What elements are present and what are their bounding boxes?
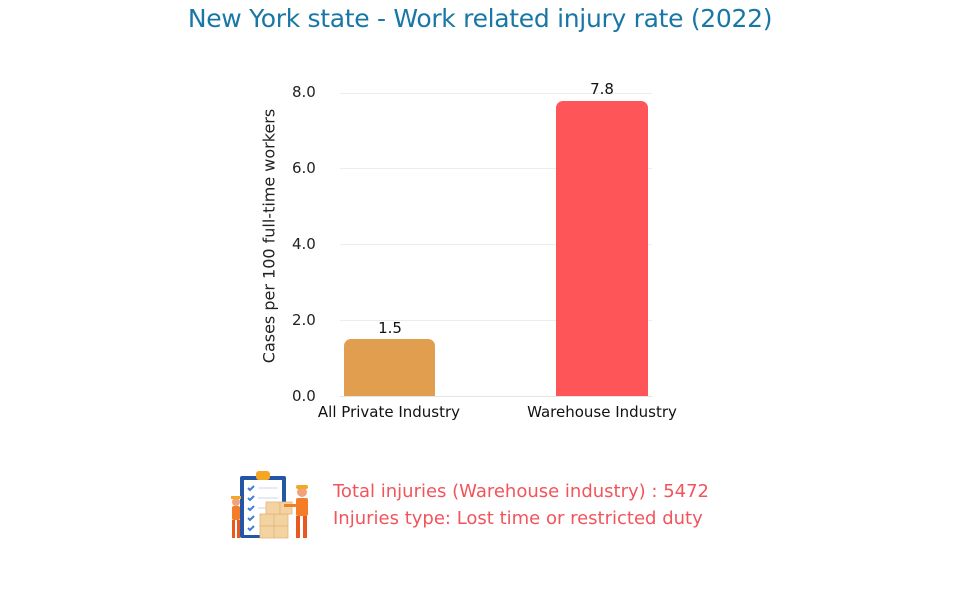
- y-tick-0: 0.0: [292, 387, 316, 405]
- y-tick-6: 6.0: [292, 159, 316, 177]
- injury-type-note: Injuries type: Lost time or restricted d…: [333, 508, 703, 529]
- gridline-6: [340, 168, 652, 169]
- bar-value-label: 7.8: [590, 80, 614, 98]
- x-category-label: Warehouse Industry: [527, 403, 677, 421]
- gridline-4: [340, 244, 652, 245]
- y-tick-8: 8.0: [292, 83, 316, 101]
- y-axis-label: Cases per 100 full-time workers: [259, 108, 279, 364]
- gridline-8: [340, 93, 652, 94]
- warehouse-workers-illustration-icon: [226, 466, 318, 546]
- bar-all-private-industry: [344, 339, 435, 396]
- x-category-label: All Private Industry: [317, 403, 461, 421]
- x-axis-line: [340, 396, 652, 397]
- bar-value-label: 1.5: [378, 319, 402, 337]
- chart-title: New York state - Work related injury rat…: [187, 4, 773, 33]
- bar-warehouse-industry: [556, 101, 648, 396]
- y-tick-4: 4.0: [292, 235, 316, 253]
- total-injuries-note: Total injuries (Warehouse industry) : 54…: [333, 481, 710, 502]
- y-tick-2: 2.0: [292, 311, 316, 329]
- gridline-2: [340, 320, 652, 321]
